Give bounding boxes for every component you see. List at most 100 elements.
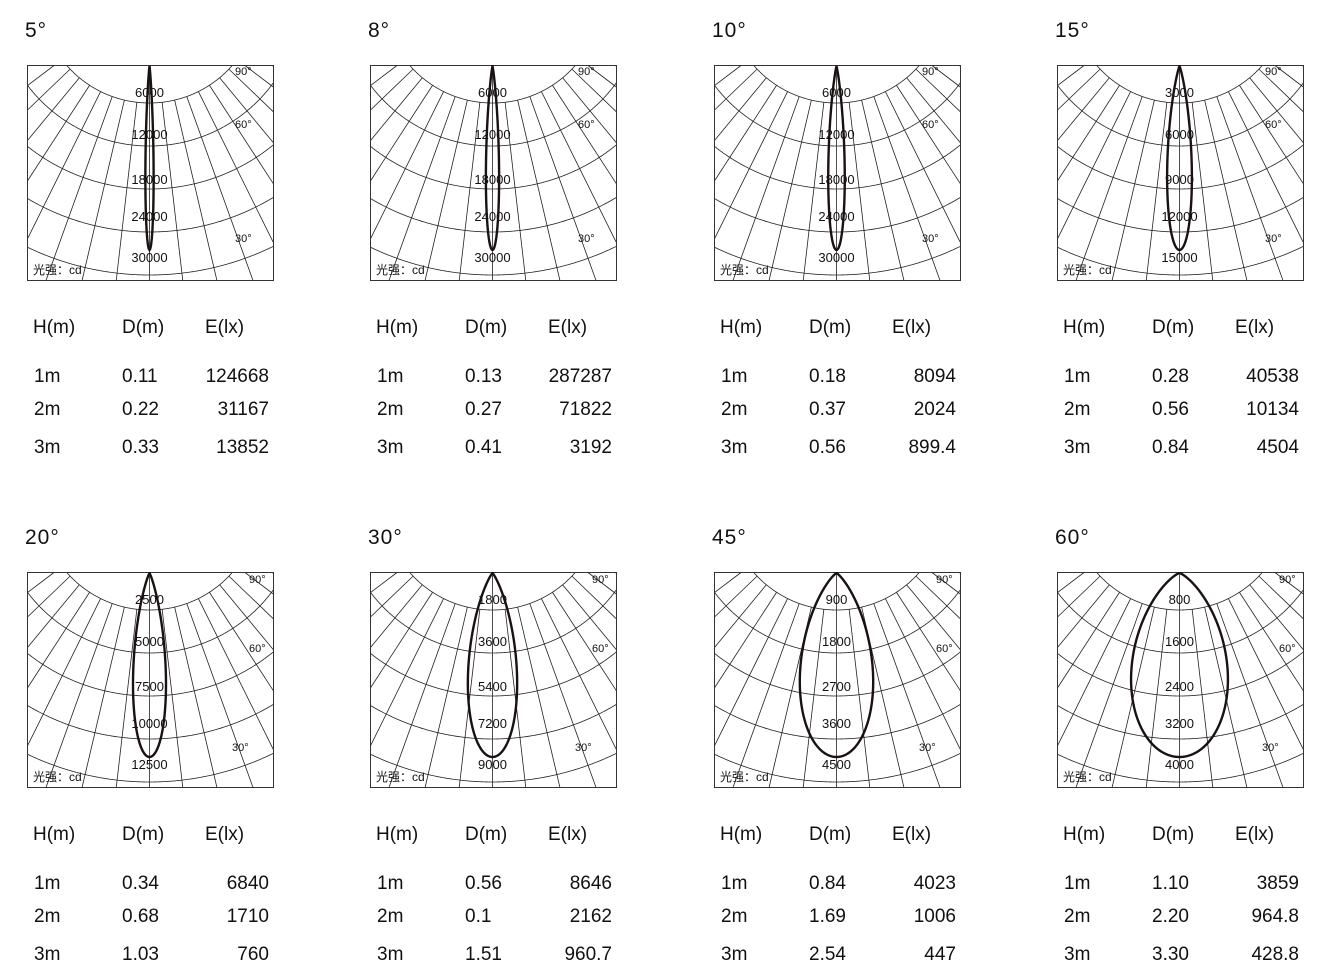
grid-radial-line: [27, 77, 80, 141]
angle-label: 60°: [592, 643, 609, 655]
table-header: D(m): [122, 824, 165, 845]
grid-radial-line: [541, 91, 617, 243]
table-header: D(m): [1152, 824, 1195, 845]
grid-radial-line: [931, 65, 961, 88]
light-distribution-curve: [827, 65, 846, 252]
grid-circle: [27, 197, 274, 233]
height-cell: 1m: [1064, 873, 1091, 894]
grid-radial-line: [1057, 572, 1085, 593]
diameter-cell: 1.69: [809, 906, 846, 927]
intensity-tick-label: 5400: [478, 679, 507, 694]
table-header: D(m): [809, 317, 852, 338]
illuminance-cell: 13852: [216, 437, 269, 458]
table-header: E(lx): [892, 317, 932, 338]
grid-radial-line: [27, 598, 101, 746]
grid-radial-line: [517, 100, 561, 281]
diameter-cell: 0.18: [809, 366, 846, 387]
beam-angle-title: 8°: [368, 19, 391, 42]
table-header: E(lx): [1235, 317, 1275, 338]
angle-label: 90°: [578, 66, 595, 78]
grid-radial-line: [1258, 575, 1304, 620]
grid-radial-line: [27, 584, 80, 648]
beam-angle-title: 30°: [368, 526, 403, 549]
grid-circle: [370, 589, 617, 654]
angle-label: 30°: [1265, 233, 1282, 245]
grid-circle: [1057, 651, 1304, 697]
grid-radial-line: [198, 91, 274, 243]
illuminance-cell: 428.8: [1251, 944, 1299, 965]
intensity-tick-label: 10000: [131, 716, 167, 731]
table-header: D(m): [1152, 317, 1195, 338]
intensity-tick-label: 24000: [818, 209, 854, 224]
intensity-tick-label: 2700: [822, 679, 851, 694]
height-cell: 1m: [34, 873, 61, 894]
grid-radial-line: [906, 584, 961, 651]
grid-radial-line: [228, 68, 274, 113]
height-cell: 3m: [34, 944, 61, 965]
light-distribution-curve: [1165, 65, 1194, 252]
grid-radial-line: [458, 609, 481, 788]
beam-angle-title: 45°: [712, 526, 747, 549]
grid-radial-line: [931, 572, 961, 595]
grid-radial-line: [186, 96, 254, 281]
grid-radial-line: [768, 100, 812, 281]
grid-radial-line: [27, 592, 90, 689]
intensity-tick-label: 9000: [478, 757, 507, 772]
grid-radial-line: [714, 77, 767, 141]
grid-radial-line: [562, 584, 617, 651]
intensity-tick-label: 1800: [478, 592, 507, 607]
grid-circle: [714, 144, 961, 190]
grid-radial-line: [115, 609, 138, 788]
angle-label: 90°: [1279, 574, 1296, 586]
grid-circle: [1057, 144, 1304, 190]
illuminance-cell: 1006: [913, 906, 956, 927]
diameter-cell: 2.20: [1152, 906, 1189, 927]
grid-radial-line: [896, 85, 961, 185]
height-cell: 1m: [1064, 366, 1091, 387]
intensity-tick-label: 12500: [131, 757, 167, 772]
unit-label: 光强：cd: [376, 770, 425, 784]
table-header: H(m): [33, 824, 76, 845]
grid-radial-line: [714, 572, 742, 593]
illuminance-cell: 8646: [569, 873, 612, 894]
height-cell: 3m: [1064, 437, 1091, 458]
diameter-cell: 0.56: [465, 873, 502, 894]
illuminance-cell: 964.8: [1251, 906, 1299, 927]
grid-radial-line: [174, 607, 218, 788]
grid-radial-line: [1258, 68, 1304, 113]
illuminance-cell: 71822: [559, 399, 612, 420]
grid-radial-line: [45, 96, 113, 281]
table-header: E(lx): [548, 824, 588, 845]
beam-panel: 60° 800 1600 2400 3200 4000 90° 60° 30° 光强：cd H(m)…: [1055, 526, 1317, 972]
illuminance-cell: 960.7: [564, 944, 612, 965]
grid-radial-line: [848, 609, 871, 788]
intensity-tick-label: 6000: [1165, 127, 1194, 142]
intensity-tick-label: 12000: [474, 127, 510, 142]
grid-radial-line: [1057, 85, 1120, 182]
grid-radial-line: [1228, 91, 1304, 243]
table-header: H(m): [720, 317, 763, 338]
illuminance-cell: 3859: [1256, 873, 1299, 894]
grid-radial-line: [517, 607, 561, 788]
grid-circle: [714, 753, 961, 783]
table-header: H(m): [33, 317, 76, 338]
grid-circle: [27, 651, 274, 697]
illuminance-cell: 899.4: [908, 437, 956, 458]
grid-radial-line: [1228, 598, 1304, 750]
grid-radial-line: [1216, 603, 1284, 788]
grid-radial-line: [174, 100, 218, 281]
height-cell: 3m: [377, 437, 404, 458]
grid-circle: [370, 651, 617, 697]
grid-radial-line: [1075, 603, 1143, 788]
grid-radial-line: [1274, 572, 1304, 595]
grid-radial-line: [885, 91, 961, 243]
angle-label: 60°: [922, 119, 939, 131]
grid-circle: [370, 753, 617, 783]
intensity-tick-label: 6000: [478, 85, 507, 100]
grid-radial-line: [1057, 77, 1110, 141]
grid-radial-line: [504, 102, 527, 281]
height-cell: 2m: [1064, 906, 1091, 927]
grid-radial-line: [529, 603, 597, 788]
intensity-tick-label: 6000: [135, 85, 164, 100]
grid-radial-line: [714, 584, 767, 648]
